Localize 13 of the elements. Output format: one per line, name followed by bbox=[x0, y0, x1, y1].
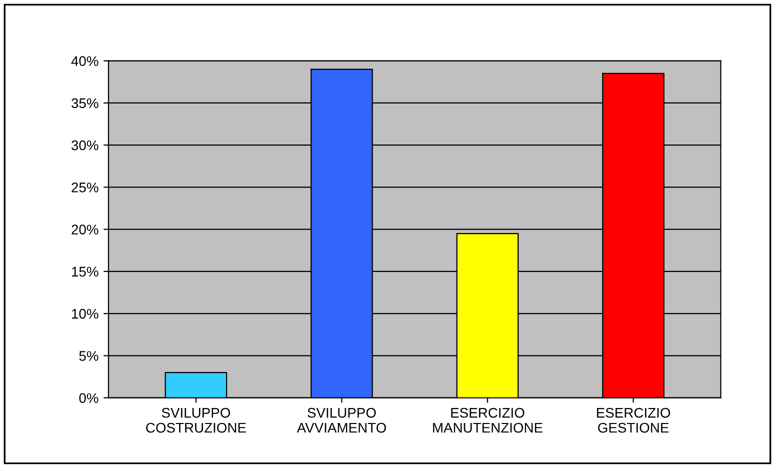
y-tick-label: 35% bbox=[72, 98, 98, 108]
y-tick-label: 30% bbox=[72, 140, 98, 150]
x-tick-label: ESERCIZIO MANUTENZIONE bbox=[433, 408, 542, 433]
y-tick-label: 25% bbox=[72, 182, 98, 192]
y-tick-label: 0% bbox=[79, 393, 98, 403]
y-tick-label: 15% bbox=[72, 266, 98, 277]
y-tick-label: 20% bbox=[72, 224, 98, 234]
x-tick-label: SVILUPPO COSTRUZIONE bbox=[146, 408, 246, 433]
y-tick-label: 40% bbox=[71, 56, 98, 66]
y-tick-label: 10% bbox=[72, 308, 98, 319]
x-tick-label: ESERCIZIO GESTIONE bbox=[596, 408, 670, 433]
y-tick-label: 5% bbox=[79, 351, 98, 361]
x-tick-label: SVILUPPO AVVIAMENTO bbox=[296, 408, 386, 433]
